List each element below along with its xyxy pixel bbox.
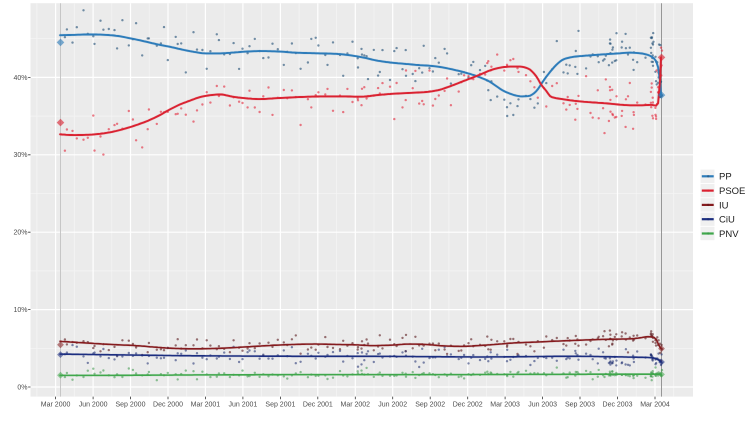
svg-text:Dec 2002: Dec 2002 — [453, 401, 483, 408]
svg-text:30%: 30% — [13, 152, 27, 159]
svg-text:0%: 0% — [17, 384, 27, 391]
svg-text:Mar 2000: Mar 2000 — [41, 401, 71, 408]
svg-text:Mar 2004: Mar 2004 — [640, 401, 670, 408]
svg-text:40%: 40% — [13, 75, 27, 82]
svg-text:20%: 20% — [13, 230, 27, 237]
svg-text:Jun 2003: Jun 2003 — [528, 401, 557, 408]
svg-text:PSOE: PSOE — [719, 186, 745, 197]
svg-text:Dec 2000: Dec 2000 — [153, 401, 183, 408]
svg-text:10%: 10% — [13, 307, 27, 314]
svg-text:Dec 2003: Dec 2003 — [603, 401, 633, 408]
svg-text:PP: PP — [719, 172, 732, 183]
svg-text:Sep 2002: Sep 2002 — [415, 401, 445, 408]
svg-text:IU: IU — [719, 200, 729, 211]
svg-text:Sep 2001: Sep 2001 — [265, 401, 295, 408]
svg-text:Jun 2002: Jun 2002 — [378, 401, 407, 408]
svg-text:Sep 2000: Sep 2000 — [116, 401, 146, 408]
svg-text:Mar 2003: Mar 2003 — [490, 401, 520, 408]
svg-text:Sep 2003: Sep 2003 — [565, 401, 595, 408]
svg-text:Mar 2001: Mar 2001 — [191, 401, 221, 408]
svg-text:PNV: PNV — [719, 229, 739, 240]
svg-text:Jun 2001: Jun 2001 — [228, 401, 257, 408]
svg-text:Mar 2002: Mar 2002 — [341, 401, 371, 408]
svg-text:Dec 2001: Dec 2001 — [303, 401, 333, 408]
svg-text:Jun 2000: Jun 2000 — [79, 401, 108, 408]
svg-text:CiU: CiU — [719, 215, 735, 226]
